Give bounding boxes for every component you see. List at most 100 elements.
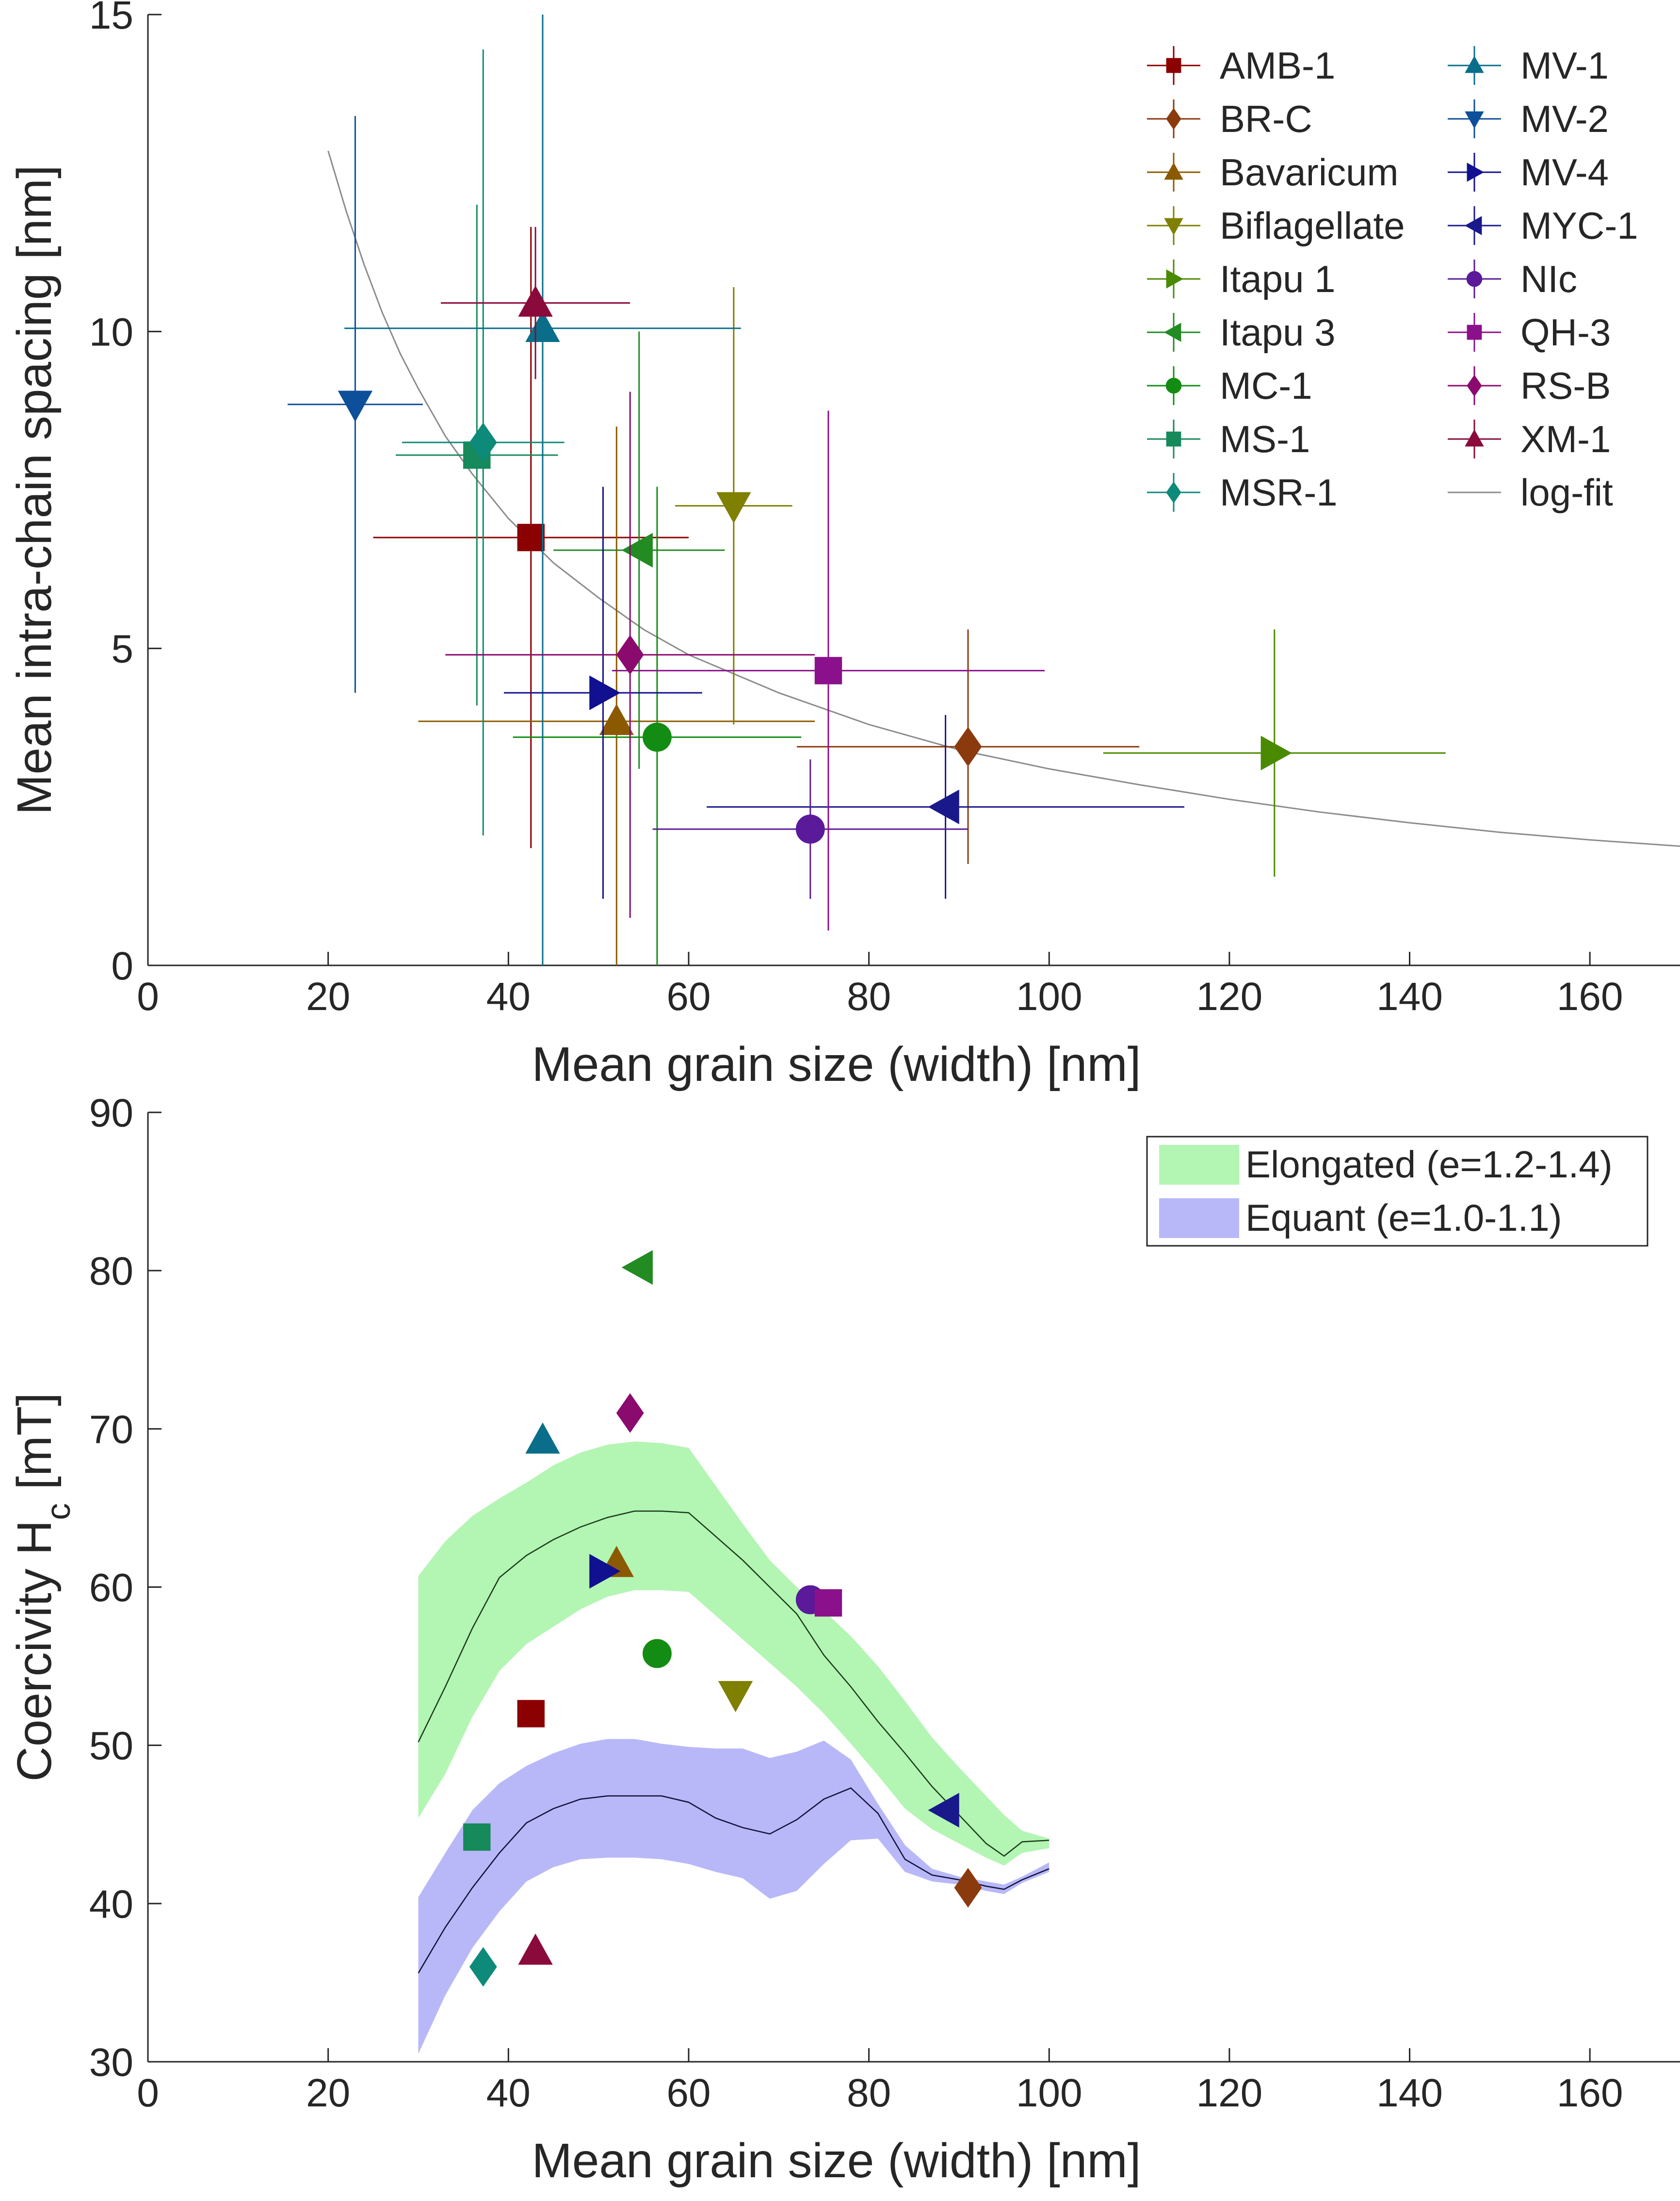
data-point-rs-b	[616, 1393, 644, 1433]
data-point-rs-b	[616, 635, 644, 675]
bottom-plot-area	[418, 1250, 1050, 2054]
top-legend: AMB-1 BR-C Bavaricum Biflagellate Itapu 1 Ita…	[1147, 44, 1638, 514]
top-x-axis-label: Mean grain size (width) [nm]	[532, 1037, 1141, 1092]
legend-entry-nic: NIc	[1448, 258, 1577, 300]
legend-label-amb-1: AMB-1	[1220, 44, 1335, 87]
bottom-panel: 0 20 40 60 80 100 120 140 160 30 40 50 60 70 80 90 Mean …	[7, 1091, 1680, 2188]
legend-swatch-equant-e-1-0-1-1	[1159, 1198, 1239, 1238]
top-x-tick-label: 100	[1016, 975, 1082, 1019]
data-point-msr-1	[469, 423, 497, 462]
legend-entry-log-fit: log-fit	[1448, 471, 1613, 514]
data-point-biflagellate	[718, 1681, 753, 1712]
top-y-axis-label: Mean intra-chain spacing [nm]	[7, 165, 62, 815]
data-point-biflagellate	[716, 492, 751, 523]
data-point-mv-2	[338, 391, 373, 422]
legend-marker-myc-1	[1464, 216, 1482, 235]
data-point-mc-1	[643, 1639, 672, 1668]
series-myc-1	[707, 715, 1184, 899]
data-point-xm-1	[518, 1933, 553, 1965]
data-point-qh-3	[814, 1589, 842, 1617]
top-y-tick-label: 15	[89, 0, 133, 37]
legend-marker-msr-1	[1166, 481, 1181, 504]
legend-label-itapu-1: Itapu 1	[1220, 258, 1336, 300]
legend-marker-br-c	[1166, 108, 1181, 130]
series-bavaricum	[418, 426, 815, 965]
legend-entry-mv-1: MV-1	[1448, 44, 1609, 87]
data-point-mv-1	[525, 1422, 560, 1454]
top-y-tick-label: 10	[89, 310, 133, 354]
band-mean-line-equant-e-1-0-1-1	[418, 1787, 1050, 1973]
legend-entry-xm-1: XM-1	[1448, 418, 1611, 460]
series-br-c	[796, 629, 1140, 864]
data-point-mv-1	[525, 310, 560, 342]
series-rs-b	[445, 391, 815, 918]
legend-marker-itapu-1	[1166, 269, 1184, 289]
legend-entry-rs-b: RS-B	[1448, 364, 1611, 407]
series-msr-1	[402, 49, 565, 836]
legend-marker-qh-3	[1467, 325, 1482, 340]
data-point-itapu-1	[1260, 735, 1292, 770]
data-point-br-c	[954, 727, 982, 767]
legend-entry-itapu-3: Itapu 3	[1147, 311, 1336, 354]
legend-label-mv-4: MV-4	[1520, 151, 1609, 194]
legend-label-itapu-3: Itapu 3	[1220, 311, 1336, 354]
legend-label-bavaricum: Bavaricum	[1220, 151, 1398, 194]
bottom-y-tick-label: 60	[89, 1566, 133, 1610]
top-y-tick-label: 5	[111, 627, 133, 671]
legend-entry-mv-4: MV-4	[1448, 151, 1609, 194]
data-point-qh-3	[814, 657, 842, 685]
bottom-x-tick-label: 120	[1196, 2071, 1262, 2115]
legend-marker-amb-1	[1166, 58, 1181, 73]
bottom-y-tick-label: 40	[89, 1882, 133, 1926]
data-point-amb-1	[517, 523, 545, 552]
bottom-y-tick-label: 80	[89, 1249, 133, 1293]
legend-marker-mv-1	[1465, 55, 1484, 73]
legend-label-br-c: BR-C	[1220, 98, 1312, 140]
legend-entry-bavaricum: Bavaricum	[1147, 151, 1398, 194]
band-elongated-e-1-2-1-4	[418, 1441, 1050, 1866]
bottom-x-tick-label: 140	[1376, 2071, 1443, 2115]
legend-label-log-fit: log-fit	[1520, 471, 1613, 514]
legend-label-myc-1: MYC-1	[1520, 204, 1638, 247]
legend-label-equant-e-1-0-1-1: Equant (e=1.0-1.1)	[1245, 1196, 1562, 1239]
log-fit-line	[327, 150, 1680, 847]
bottom-y-axis-label-subscript: c	[39, 1503, 77, 1520]
bottom-y-axis-label: Coercivity Hc [mT]	[7, 1393, 77, 1782]
top-x-tick-label: 140	[1376, 975, 1443, 1019]
legend-label-mc-1: MC-1	[1220, 364, 1312, 407]
legend-entry-qh-3: QH-3	[1448, 311, 1611, 354]
bottom-x-tick-label: 20	[306, 2071, 350, 2115]
legend-marker-mv-2	[1465, 111, 1484, 129]
data-point-mc-1	[643, 722, 672, 752]
legend-marker-mv-4	[1467, 163, 1485, 182]
bottom-y-tick-label: 70	[89, 1407, 133, 1451]
data-point-amb-1	[517, 1700, 545, 1728]
series-ms-1	[396, 205, 558, 706]
legend-marker-mc-1	[1165, 377, 1182, 394]
legend-label-qh-3: QH-3	[1520, 311, 1611, 354]
bottom-x-tick-label: 40	[486, 2071, 531, 2115]
top-y-tick-label: 0	[111, 944, 133, 988]
top-panel: 0 20 40 60 80 100 120 140 160 0 5 10 15 Mean grain si…	[7, 0, 1680, 1092]
series-biflagellate	[675, 287, 792, 725]
series-itapu-1	[1103, 629, 1446, 877]
legend-entry-ms-1: MS-1	[1147, 418, 1310, 460]
series-amb-1	[373, 227, 689, 848]
bottom-y-axis-label-unit: [mT]	[7, 1393, 62, 1503]
legend-label-nic: NIc	[1520, 258, 1577, 300]
data-point-itapu-3	[621, 533, 653, 568]
legend-entry-equant-e-1-0-1-1: Equant (e=1.0-1.1)	[1159, 1196, 1562, 1239]
legend-marker-nic	[1466, 271, 1483, 287]
data-point-mv-4	[589, 1554, 621, 1589]
top-x-tick-label: 0	[137, 975, 159, 1019]
legend-marker-itapu-3	[1163, 323, 1181, 342]
series-mc-1	[513, 487, 802, 965]
bottom-y-tick-label: 30	[89, 2040, 133, 2085]
top-plot-area	[288, 15, 1680, 965]
series-nic	[652, 759, 968, 899]
data-point-ms-1	[463, 1823, 491, 1851]
data-point-msr-1	[469, 1947, 497, 1987]
legend-marker-biflagellate	[1164, 218, 1183, 236]
top-x-tick-label: 160	[1557, 975, 1623, 1019]
